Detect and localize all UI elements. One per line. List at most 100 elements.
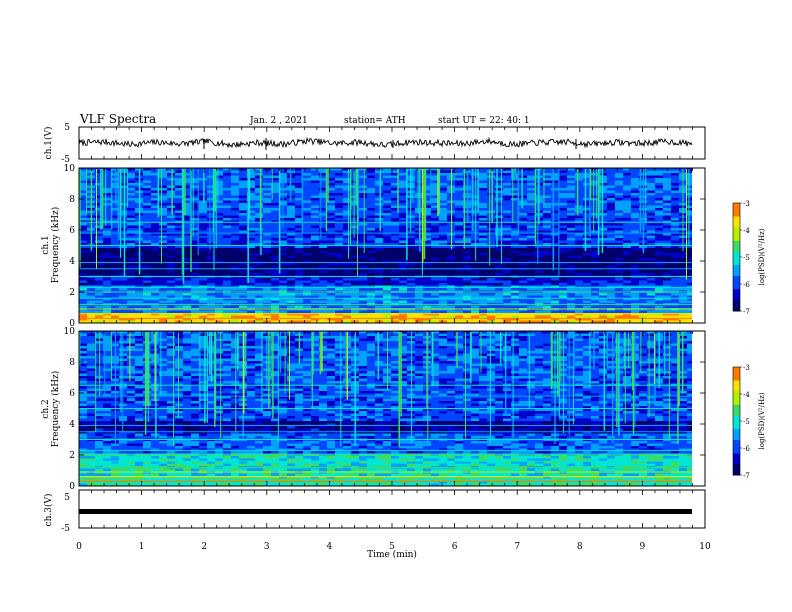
- spectrogram-cell: [351, 170, 359, 173]
- spectrogram-cell: [575, 190, 583, 193]
- spectrogram-cell: [535, 258, 543, 261]
- spectrogram-cell: [495, 233, 503, 236]
- spectrogram-cell: [599, 320, 607, 323]
- spectrogram-cell: [399, 270, 407, 273]
- spectrogram-cell: [231, 175, 239, 178]
- spectrogram-cell: [311, 295, 319, 298]
- spectrogram-cell: [367, 203, 375, 206]
- spectrogram-cell: [479, 331, 487, 334]
- spectrogram-cell: [127, 250, 135, 253]
- spectrogram-cell: [111, 198, 119, 201]
- spectrogram-cell: [543, 218, 551, 221]
- spectrogram-cell: [575, 168, 583, 171]
- spectrogram-cell: [239, 180, 247, 183]
- spectrogram-cell: [607, 333, 615, 336]
- spectrogram-cell: [223, 270, 231, 273]
- spectrogram-cell: [199, 243, 207, 246]
- spectrogram-cell: [111, 230, 119, 233]
- spectrogram-cell: [439, 233, 447, 236]
- spectrogram-cell: [663, 213, 671, 216]
- colorbar-segment: [733, 302, 740, 307]
- spectrogram-cell: [423, 175, 431, 178]
- spectrogram-cell: [631, 183, 639, 186]
- spectrogram-cell: [383, 305, 391, 308]
- spectrogram-cell: [111, 185, 119, 188]
- spectrogram-cell: [167, 188, 175, 191]
- spectrogram-cell: [319, 245, 327, 248]
- spectrogram-cell: [519, 170, 527, 173]
- spectrogram-cell: [127, 233, 135, 236]
- spectrogram-cell: [119, 193, 127, 196]
- spectrogram-cell: [671, 198, 679, 201]
- spectrogram-cell: [199, 203, 207, 206]
- spectrogram-cell: [327, 253, 335, 256]
- spectrogram-cell: [439, 318, 447, 321]
- spectrogram-cell: [687, 228, 695, 231]
- spectrogram-cell: [623, 336, 631, 339]
- spectrogram-cell: [119, 313, 127, 316]
- spectrogram-cell: [247, 168, 255, 171]
- spectrogram-cell: [191, 336, 199, 339]
- spectrogram-cell: [215, 233, 223, 236]
- spectrogram-cell: [583, 190, 591, 193]
- spectrogram-cell: [239, 295, 247, 298]
- spectrogram-cell: [167, 170, 175, 173]
- spectrogram-cell: [279, 243, 287, 246]
- spectrogram-cell: [623, 305, 631, 308]
- spectrogram-cell: [103, 230, 111, 233]
- spectrogram-cell: [103, 248, 111, 251]
- spectrogram-cell: [295, 188, 303, 191]
- spectrogram-cell: [527, 208, 535, 211]
- spectrogram-cell: [527, 195, 535, 198]
- spectrogram-cell: [559, 210, 567, 213]
- spectrogram-cell: [527, 263, 535, 266]
- spectrogram-cell: [79, 233, 87, 236]
- spectrogram-cell: [207, 168, 215, 171]
- spectrogram-cell: [351, 233, 359, 236]
- spectrogram-cell: [679, 293, 687, 296]
- spectrogram-cell: [511, 185, 519, 188]
- spectrogram-cell: [367, 173, 375, 176]
- spectrogram-cell: [519, 178, 527, 181]
- spectrogram-cell: [439, 195, 447, 198]
- spectrogram-cell: [471, 336, 479, 339]
- spectrogram-cell: [399, 293, 407, 296]
- spectrogram-cell: [407, 293, 415, 296]
- spectrogram-cell: [95, 295, 103, 298]
- spectrogram-cell: [263, 265, 271, 268]
- spectrogram-cell: [559, 215, 567, 218]
- spectrogram-cell: [527, 315, 535, 318]
- spectrogram-cell: [303, 253, 311, 256]
- spectrogram-cell: [463, 225, 471, 228]
- spectrogram-cell: [391, 225, 399, 228]
- spectrogram-cell: [495, 270, 503, 273]
- spectrogram-cell: [271, 170, 279, 173]
- spectrogram-cell: [111, 243, 119, 246]
- spectrogram-cell: [279, 228, 287, 231]
- spectrogram-cell: [295, 225, 303, 228]
- spectrogram-cell: [567, 283, 575, 286]
- spectrogram-cell: [311, 190, 319, 193]
- spectrogram-cell: [127, 210, 135, 213]
- spectrogram-cell: [543, 173, 551, 176]
- spectrogram-cell: [207, 173, 215, 176]
- spectrogram-cell: [631, 280, 639, 283]
- spectrogram-cell: [639, 295, 647, 298]
- spectrogram-cell: [199, 205, 207, 208]
- spectrogram-cell: [167, 248, 175, 251]
- spectrogram-cell: [295, 263, 303, 266]
- spectrogram-cell: [359, 208, 367, 211]
- spectrogram-cell: [183, 175, 191, 178]
- spectrogram-cell: [359, 223, 367, 226]
- spectrogram-cell: [367, 233, 375, 236]
- spectrogram-cell: [407, 233, 415, 236]
- spectrogram-cell: [423, 240, 431, 243]
- spectrogram-cell: [295, 285, 303, 288]
- spectrogram-cell: [599, 331, 607, 334]
- spectrogram-cell: [359, 235, 367, 238]
- spectrogram-cell: [103, 178, 111, 181]
- spectrogram-cell: [303, 205, 311, 208]
- spectrogram-cell: [375, 223, 383, 226]
- spectrogram-cell: [335, 278, 343, 281]
- spectrogram-cell: [239, 173, 247, 176]
